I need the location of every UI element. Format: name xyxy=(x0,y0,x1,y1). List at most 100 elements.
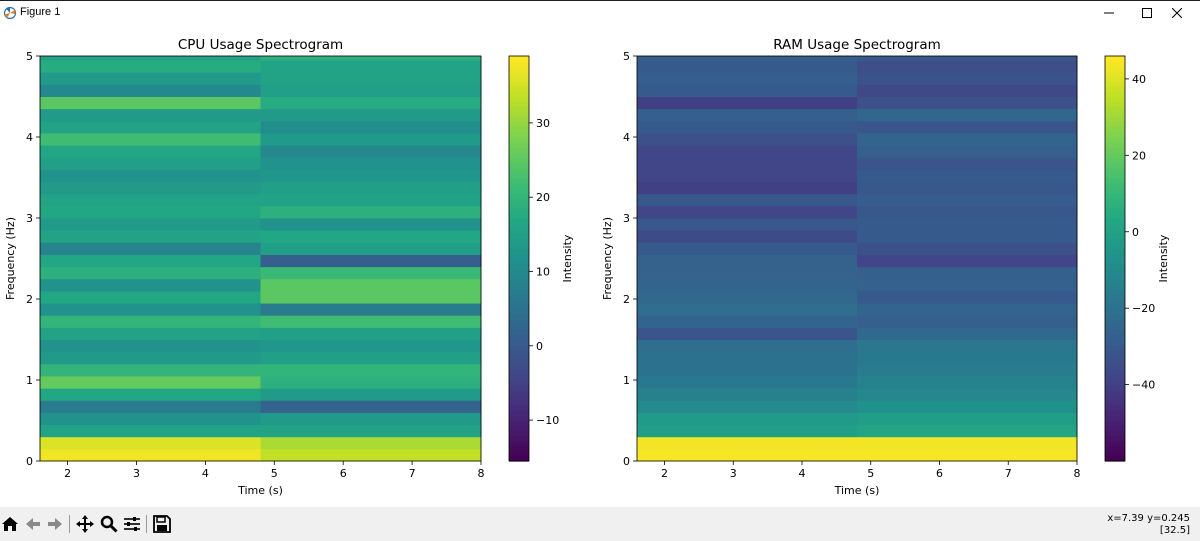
colorbar-gradient-step xyxy=(509,253,529,260)
colorbar-gradient-step xyxy=(1105,218,1125,224)
colorbar-gradient-step xyxy=(509,96,529,103)
colorbar-gradient-step xyxy=(1105,440,1125,447)
spectrogram-cell xyxy=(40,351,261,365)
colorbar-gradient-step xyxy=(1105,157,1125,163)
spectrogram-cell xyxy=(857,193,1078,207)
colorbar-gradient-step xyxy=(509,167,529,174)
colorbar-gradient-step xyxy=(1105,96,1125,103)
y-axis-label: Frequency (Hz) xyxy=(601,217,614,300)
colorbar-gradient-step xyxy=(1105,71,1125,77)
spectrogram-cell xyxy=(260,254,482,268)
colorbar-gradient-step xyxy=(1105,309,1125,315)
colorbar-gradient-step xyxy=(509,263,529,270)
spectrogram-cell xyxy=(260,436,482,450)
colorbar-gradient-step xyxy=(1105,268,1125,275)
spectrogram-cell xyxy=(637,400,858,413)
spectrogram-cell xyxy=(260,278,482,292)
colorbar-gradient-step xyxy=(509,71,529,77)
colorbar-gradient-step xyxy=(509,182,529,189)
spectrogram-cell xyxy=(637,205,858,219)
colorbar-gradient-step xyxy=(509,228,529,234)
colorbar-gradient-step xyxy=(509,86,529,93)
forward-arrow-icon xyxy=(48,518,62,530)
colorbar-gradient-step xyxy=(1105,319,1125,325)
colorbar-gradient-step xyxy=(509,369,529,376)
colorbar-gradient-step xyxy=(509,202,529,209)
spectrogram-cell xyxy=(637,363,858,377)
x-tick-label: 5 xyxy=(271,467,278,480)
spectrogram-cell xyxy=(857,363,1078,377)
spectrogram-cell xyxy=(260,96,482,110)
colorbar-gradient-step xyxy=(1105,142,1125,148)
zoom-button[interactable] xyxy=(99,514,119,534)
colorbar-gradient-step xyxy=(1105,455,1125,462)
spectrogram-cell xyxy=(857,181,1078,195)
spectrogram-cell xyxy=(637,290,858,304)
spectrogram-cell xyxy=(40,303,261,316)
colorbar-gradient-step xyxy=(509,233,529,239)
figure-canvas[interactable]: 2 3 4 5 6 7 8 0 1 2 3 4 5 CPU Usage Spectrogram Time (… xyxy=(0,25,1200,507)
colorbar-gradient-step xyxy=(1105,390,1125,396)
colorbar-gradient-step xyxy=(509,218,529,224)
close-button[interactable] xyxy=(1154,1,1200,25)
spectrogram-cell xyxy=(260,193,482,207)
spectrogram-cell xyxy=(857,412,1078,426)
minimize-button[interactable] xyxy=(1086,1,1132,25)
spectrogram-cell xyxy=(40,242,261,255)
spectrogram-cell xyxy=(637,448,858,462)
colorbar-gradient-step xyxy=(509,445,529,452)
save-button[interactable] xyxy=(152,514,172,534)
colorbar-gradient-step xyxy=(509,380,529,386)
colorbar-gradient-step xyxy=(1105,450,1125,457)
colorbar-gradient-step xyxy=(509,106,529,113)
window-title: Figure 1 xyxy=(20,6,61,18)
forward-button[interactable] xyxy=(45,514,65,534)
colorbar-gradient-step xyxy=(509,207,529,214)
colorbar-gradient-step xyxy=(509,137,529,143)
colorbar-gradient-step xyxy=(1105,314,1125,320)
spectrogram-cell xyxy=(40,436,261,450)
spectrogram-cell xyxy=(260,169,482,183)
colorbar-gradient-step xyxy=(509,288,529,295)
colorbar-gradient-step xyxy=(1105,258,1125,265)
navigation-toolbar: x=7.39 y=0.245 [32.5] xyxy=(0,507,1200,541)
colorbar-label: Intensity xyxy=(1157,234,1170,282)
spectrogram-cell xyxy=(857,60,1078,73)
spectrogram-cell xyxy=(40,388,261,401)
colorbar-tick-label: −10 xyxy=(536,414,559,427)
spectrogram-cell xyxy=(40,375,261,389)
spectrogram-cell xyxy=(40,132,261,146)
axes-frame xyxy=(39,55,482,462)
spectrogram-cell xyxy=(260,315,482,328)
back-button[interactable] xyxy=(23,514,43,534)
configure-subplots-button[interactable] xyxy=(122,514,142,534)
spectrogram-cell xyxy=(260,230,482,243)
spectrogram-cell xyxy=(637,266,858,280)
spectrogram-cell xyxy=(857,388,1078,401)
colorbar-gradient-step xyxy=(1105,380,1125,386)
colorbar-gradient-step xyxy=(1105,147,1125,153)
colorbar-gradient-step xyxy=(509,273,529,280)
maximize-button[interactable] xyxy=(1124,1,1170,25)
pan-button[interactable] xyxy=(75,514,95,534)
colorbar-tick-label: 30 xyxy=(536,117,550,130)
spectrogram-cell xyxy=(637,60,858,73)
spectrogram-cell xyxy=(40,363,261,377)
spectrogram-cell xyxy=(40,84,261,97)
spectrogram-cell xyxy=(857,290,1078,304)
colorbar-gradient-step xyxy=(509,192,529,199)
colorbar-gradient-step xyxy=(1105,192,1125,199)
spectrogram-cell xyxy=(637,108,858,122)
colorbar-gradient-step xyxy=(509,238,529,244)
spectrogram-cell xyxy=(40,218,261,231)
cursor-xy-readout: x=7.39 y=0.245 xyxy=(1107,513,1190,524)
colorbar-gradient-step xyxy=(509,187,529,194)
colorbar-gradient-step xyxy=(1105,299,1125,305)
colorbar-gradient-step xyxy=(509,344,529,351)
colorbar-gradient-step xyxy=(1105,91,1125,98)
spectrogram-cell xyxy=(260,339,482,353)
spectrogram-cell xyxy=(857,96,1078,110)
home-button[interactable] xyxy=(0,514,20,534)
colorbar-gradient-step xyxy=(509,329,529,336)
colorbar-tick-label: 40 xyxy=(1132,73,1146,86)
